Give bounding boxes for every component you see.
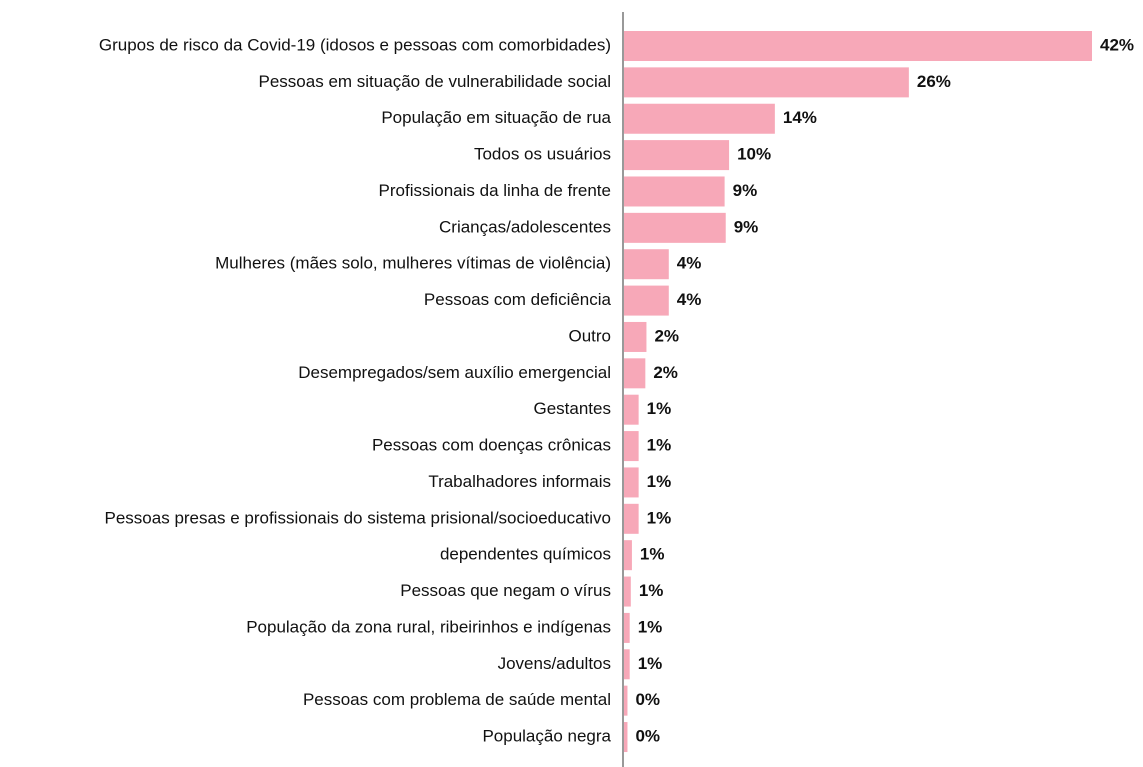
category-label: População em situação de rua <box>381 108 611 127</box>
bar <box>623 612 630 643</box>
value-label: 4% <box>677 290 702 309</box>
category-label: Crianças/adolescentes <box>439 217 611 236</box>
category-label: Mulheres (mães solo, mulheres vítimas de… <box>215 254 611 273</box>
category-label: Grupos de risco da Covid-19 (idosos e pe… <box>99 35 611 54</box>
value-label: 1% <box>639 581 664 600</box>
bar <box>623 394 639 425</box>
category-label: Pessoas com doenças crônicas <box>372 436 611 455</box>
bar <box>623 140 730 171</box>
bar <box>623 540 632 571</box>
bar <box>623 31 1092 61</box>
category-label: Pessoas com problema de saúde mental <box>303 690 611 709</box>
bar <box>623 685 628 716</box>
value-label: 1% <box>647 399 672 418</box>
category-label: Gestantes <box>534 399 612 418</box>
category-label: Pessoas que negam o vírus <box>400 581 611 600</box>
category-label: Desempregados/sem auxílio emergencial <box>298 363 611 382</box>
bar <box>623 176 725 207</box>
value-label: 0% <box>635 690 660 709</box>
value-label: 2% <box>654 326 679 345</box>
value-label: 1% <box>638 617 663 636</box>
value-label: 9% <box>733 181 758 200</box>
category-label: Jovens/adultos <box>498 654 611 673</box>
value-label: 1% <box>638 654 663 673</box>
category-label: Pessoas presas e profissionais do sistem… <box>105 508 611 527</box>
value-label: 1% <box>640 545 665 564</box>
value-label: 26% <box>917 72 951 91</box>
value-label: 9% <box>734 217 759 236</box>
value-label: 14% <box>783 108 817 127</box>
value-label: 2% <box>653 363 678 382</box>
bar <box>623 321 647 352</box>
bar <box>623 503 639 534</box>
category-label: dependentes químicos <box>440 545 611 564</box>
value-label: 1% <box>647 472 672 491</box>
value-label: 1% <box>647 508 672 527</box>
category-label: Pessoas em situação de vulnerabilidade s… <box>259 72 611 91</box>
bar <box>623 649 630 680</box>
category-label: População da zona rural, ribeirinhos e i… <box>246 617 611 636</box>
bar <box>623 431 639 462</box>
bar <box>623 722 628 753</box>
bar <box>623 467 639 498</box>
bar <box>623 103 775 134</box>
bar <box>623 285 669 316</box>
category-label: Outro <box>568 326 611 345</box>
bar <box>623 358 646 389</box>
category-label: Trabalhadores informais <box>428 472 611 491</box>
value-label: 10% <box>737 145 771 164</box>
value-label: 4% <box>677 254 702 273</box>
value-label: 42% <box>1100 35 1134 54</box>
bar <box>623 249 669 280</box>
bar <box>623 67 909 98</box>
value-label: 0% <box>635 727 660 746</box>
bar <box>623 576 631 607</box>
category-label: Todos os usuários <box>474 145 611 164</box>
category-label: População negra <box>482 727 611 746</box>
bar <box>623 212 726 243</box>
category-label: Pessoas com deficiência <box>424 290 612 309</box>
category-label: Profissionais da linha de frente <box>379 181 611 200</box>
value-label: 1% <box>647 436 672 455</box>
